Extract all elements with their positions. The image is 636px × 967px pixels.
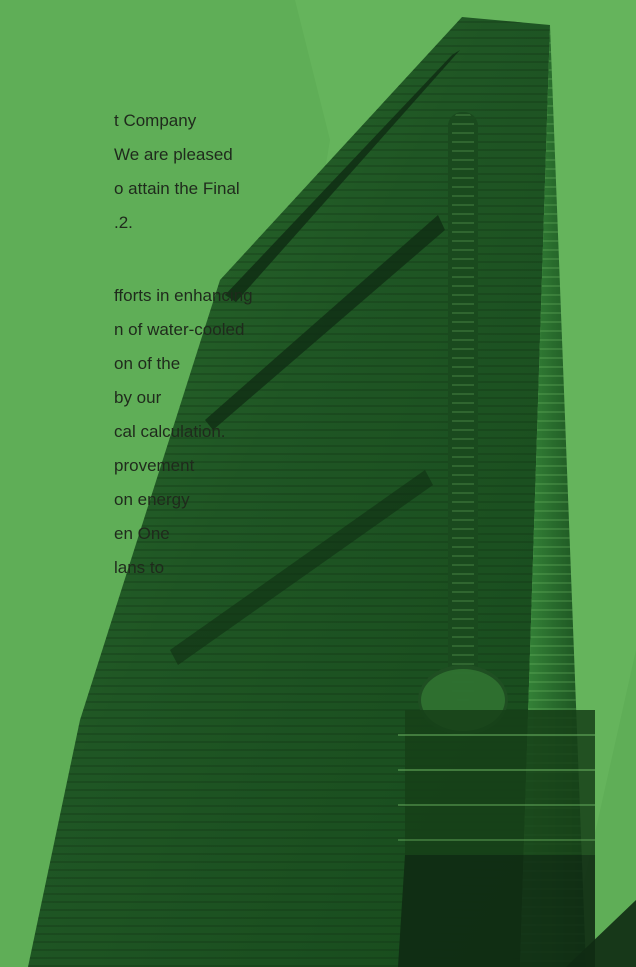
paragraph-2-line-4: by our [114, 388, 162, 407]
paragraph-2-line-9: lans to [114, 558, 165, 577]
paragraph-1-line-3: o attain the Final [114, 179, 240, 198]
paragraph-1-line-4: .2. [114, 213, 133, 232]
paragraph-2-line-1: fforts in enhancing [114, 286, 253, 305]
paragraph-1-line-2: We are pleased [114, 145, 233, 164]
paragraph-2-line-7: on energy [114, 490, 190, 509]
paragraph-2-line-3: on of the [114, 354, 181, 373]
paragraph-2-line-5: cal calculation. [114, 422, 226, 441]
paragraph-2-line-6: provement [114, 456, 195, 475]
paragraph-2-line-8: en One [114, 524, 170, 543]
paragraph-2-line-2: n of water-cooled [114, 320, 245, 339]
paragraph-1-line-1: t Company [114, 111, 197, 130]
